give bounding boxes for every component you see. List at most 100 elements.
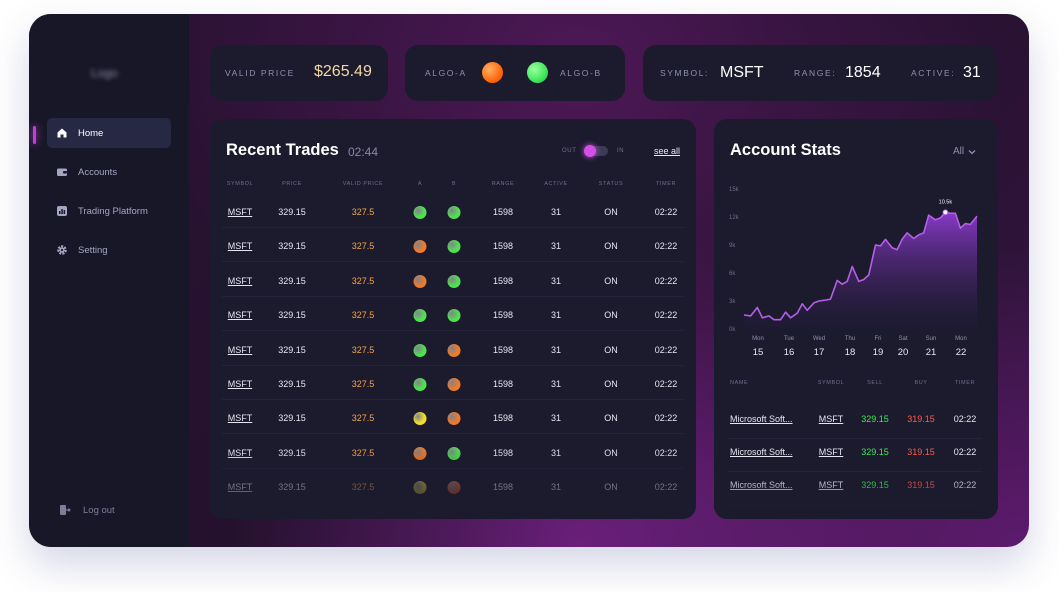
stats-filter-dropdown[interactable]: All (953, 146, 976, 157)
cell-valid: 327.5 (351, 344, 375, 355)
table-row[interactable]: MSFT 329.15 327.5 1598 31 ON 02:22 (222, 332, 684, 366)
cell-active: 31 (550, 344, 562, 355)
table-row[interactable]: MSFT 329.15 327.5 1598 31 ON 02:22 (222, 366, 684, 400)
x-tick-day: Thu (845, 336, 855, 342)
cell-active: 31 (550, 241, 562, 252)
x-tick-date: 21 (926, 347, 937, 358)
stats-cell-name[interactable]: Microsoft Soft... (730, 414, 793, 424)
stats-cell-sell: 329.15 (861, 447, 889, 457)
algo-a-status-dot (413, 515, 427, 519)
logo: Logo (91, 66, 118, 80)
stats-row[interactable]: Microsoft Soft... MSFT 329.15 319.15 02:22 (728, 472, 982, 505)
stats-cell-buy: 319.15 (907, 513, 935, 519)
algo-a-status-dot (413, 274, 427, 288)
cell-symbol[interactable]: MSFT (227, 344, 253, 355)
algo-b-status-dot (447, 240, 461, 254)
col-price: PRICE (282, 181, 302, 187)
algo-a-status-dot (413, 412, 427, 426)
stats-cell-name[interactable]: Microsoft Soft... (730, 513, 793, 519)
y-tick-label: 15k (729, 187, 740, 193)
cell-status: ON (604, 413, 618, 424)
cell-timer: 02:22 (654, 482, 678, 493)
account-stats-chart: 0k 3k 6k 9k 12k 15k 10.5k Mon 15 Tue 16 Wed 17 Thu 18 F… (729, 187, 978, 358)
cell-price: 329.15 (278, 517, 306, 519)
algo-b-status-dot (447, 515, 461, 519)
algo-a-label: ALGO-A (425, 68, 467, 78)
cell-range: 1598 (492, 447, 514, 458)
account-stats-title: Account Stats (730, 141, 841, 159)
cell-active: 31 (550, 413, 562, 424)
cell-symbol[interactable]: MSFT (228, 517, 253, 519)
cell-symbol[interactable]: MSFT (227, 447, 253, 458)
x-tick-date: 19 (873, 347, 884, 358)
x-tick-date: 18 (845, 347, 856, 358)
sidebar-item-setting[interactable]: Setting (47, 235, 171, 265)
cell-status: ON (604, 275, 618, 286)
stats-cell-name[interactable]: Microsoft Soft... (730, 447, 793, 457)
cell-timer: 02:22 (654, 413, 678, 424)
see-all-link[interactable]: see all (654, 146, 681, 156)
y-tick-label: 12k (729, 215, 740, 221)
algo-card: ALGO-A ALGO-B (405, 45, 625, 101)
stats-cell-timer: 02:22 (953, 414, 977, 424)
x-tick-day: Tue (784, 336, 795, 342)
cell-status: ON (604, 482, 618, 493)
algo-a-status-dot (413, 240, 427, 254)
stats-cell-name[interactable]: Microsoft Soft... (730, 480, 793, 490)
chart-area (744, 212, 977, 329)
valid-price-card: VALID PRICE $265.49 (210, 45, 388, 101)
cell-active: 31 (551, 517, 561, 519)
algo-b-status-dot (447, 274, 461, 288)
stats-cell-symbol[interactable]: MSFT (818, 447, 844, 457)
cell-symbol[interactable]: MSFT (227, 413, 253, 424)
cell-range: 1598 (492, 344, 514, 355)
cell-timer: 02:22 (654, 275, 678, 286)
cell-symbol[interactable]: MSFT (227, 207, 253, 217)
x-tick-day: Sat (898, 336, 907, 342)
cell-status: ON (604, 447, 618, 458)
recent-trades-title: Recent Trades (226, 141, 339, 159)
cell-symbol[interactable]: MSFT (227, 275, 253, 286)
sidebar-item-accounts[interactable]: Accounts (47, 157, 171, 187)
cell-symbol[interactable]: MSFT (227, 482, 253, 493)
sidebar-item-trading-platform[interactable]: Trading Platform (47, 196, 171, 226)
sidebar-item-home[interactable]: Home (47, 118, 171, 148)
cell-status: ON (604, 207, 618, 217)
stats-row[interactable]: Microsoft Soft... MSFT 329.15 319.15 02:22 (728, 406, 982, 439)
stats-cell-sell: 329.15 (861, 414, 889, 424)
cell-range: 1598 (492, 241, 514, 252)
table-row[interactable]: MSFT 329.15 327.5 1598 31 ON 02:22 (222, 297, 684, 332)
algo-b-label: ALGO-B (560, 68, 602, 78)
cell-symbol[interactable]: MSFT (227, 310, 253, 321)
table-row[interactable]: MSFT 329.15 327.5 1598 31 ON 02:22 (222, 263, 684, 297)
cell-symbol[interactable]: MSFT (227, 241, 253, 252)
table-row[interactable]: MSFT 329.15 327.5 1598 31 ON 02:22 (222, 469, 684, 504)
cell-valid: 327.5 (351, 310, 375, 321)
logout-button[interactable]: Log out (59, 504, 115, 516)
table-row[interactable]: MSFT 329.15 327.5 1598 31 ON 02:22 (222, 504, 684, 519)
algo-a-indicator (482, 62, 503, 83)
y-tick-label: 6k (729, 271, 736, 277)
table-row[interactable]: MSFT 329.15 327.5 1598 31 ON 02:22 (222, 400, 684, 435)
stats-row[interactable]: Microsoft Soft... MSFT 329.15 319.15 02:22 (728, 439, 982, 472)
cell-symbol[interactable]: MSFT (227, 379, 253, 389)
stats-cell-symbol[interactable]: MSFT (818, 480, 844, 490)
cell-valid: 327.5 (351, 207, 375, 217)
y-tick-label: 0k (729, 327, 736, 333)
stats-cell-symbol[interactable]: MSFT (818, 513, 844, 519)
stats-row[interactable]: Microsoft Soft... MSFT 329.15 319.15 02:22 (728, 505, 982, 519)
table-row[interactable]: MSFT 329.15 327.5 1598 31 ON 02:22 (222, 435, 684, 469)
cell-range: 1598 (492, 379, 514, 389)
table-row[interactable]: MSFT 329.15 327.5 1598 31 ON 02:22 (222, 228, 684, 263)
out-in-toggle[interactable] (584, 145, 608, 157)
cell-valid: 327.5 (351, 379, 375, 389)
algo-b-status-dot (447, 378, 461, 391)
cell-active: 31 (550, 447, 562, 458)
stats-cell-buy: 319.15 (907, 480, 935, 490)
cell-valid: 327.5 (351, 241, 375, 252)
cell-active: 31 (550, 207, 562, 217)
stats-cell-symbol[interactable]: MSFT (818, 414, 844, 424)
algo-a-status-dot (413, 378, 427, 391)
table-row[interactable]: MSFT 329.15 327.5 1598 31 ON 02:22 (222, 194, 684, 228)
cell-price: 329.15 (278, 482, 306, 493)
